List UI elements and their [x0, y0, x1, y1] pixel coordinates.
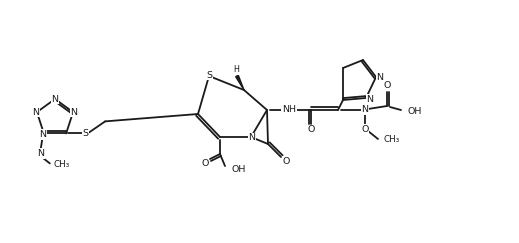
Text: N: N	[39, 130, 46, 139]
Text: N: N	[249, 133, 255, 142]
Text: CH₃: CH₃	[54, 160, 70, 169]
Text: N: N	[366, 95, 374, 104]
Text: O: O	[361, 124, 368, 133]
Text: O: O	[307, 125, 315, 134]
Polygon shape	[236, 75, 244, 90]
Text: OH: OH	[408, 106, 422, 115]
Text: S: S	[82, 129, 88, 138]
Text: N: N	[71, 108, 77, 117]
Text: NH: NH	[282, 105, 296, 114]
Text: OH: OH	[232, 165, 247, 174]
Text: O: O	[201, 158, 209, 167]
Text: N: N	[376, 72, 384, 81]
Text: O: O	[384, 81, 391, 90]
Text: O: O	[282, 156, 290, 165]
Text: N: N	[37, 149, 44, 158]
Text: H: H	[233, 66, 239, 75]
Text: CH₃: CH₃	[383, 136, 399, 145]
Text: N: N	[51, 95, 59, 104]
Text: N: N	[32, 108, 39, 117]
Text: S: S	[206, 70, 212, 79]
Text: N: N	[362, 105, 368, 114]
